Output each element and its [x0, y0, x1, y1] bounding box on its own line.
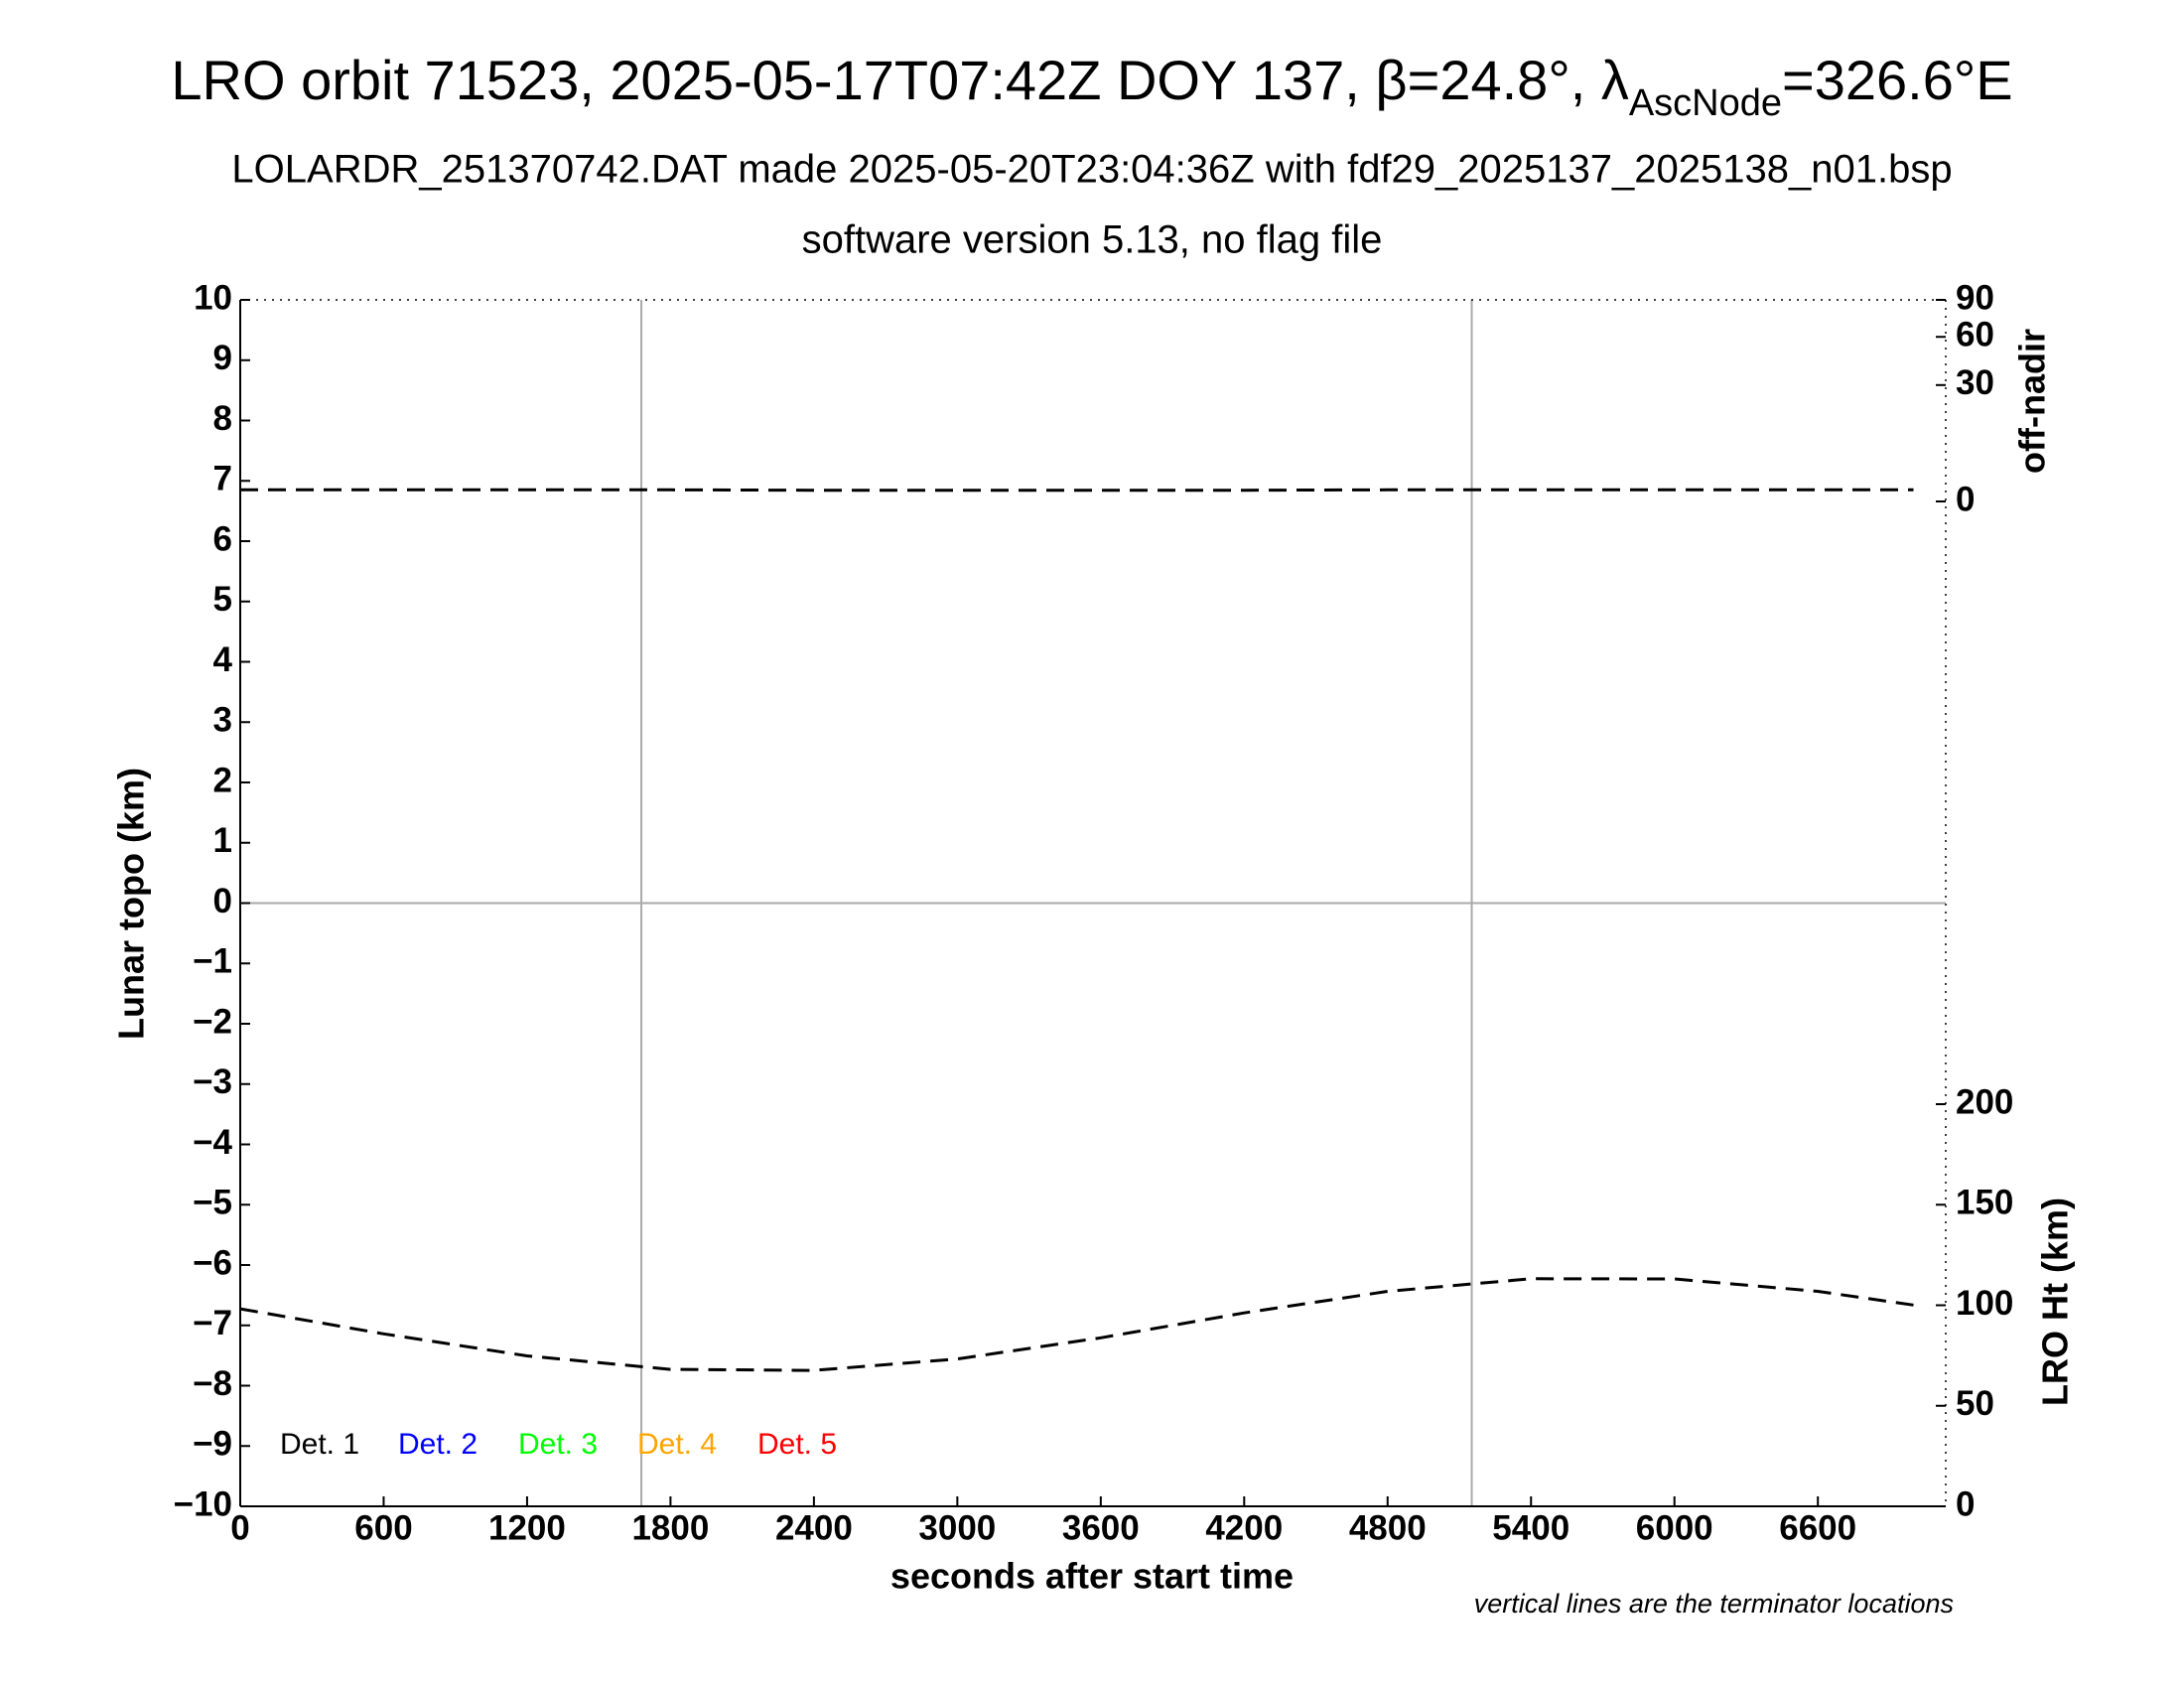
y-tick-label: −8	[193, 1364, 232, 1403]
x-tick-label: 600	[354, 1508, 412, 1547]
y-tick-label: −4	[193, 1123, 232, 1162]
x-tick-label: 2400	[775, 1508, 853, 1547]
y-tick-label: −6	[193, 1243, 232, 1282]
y-tick-label: 3	[213, 701, 232, 740]
x-tick-label: 5400	[1492, 1508, 1570, 1547]
x-tick-label: 4800	[1349, 1508, 1427, 1547]
y3-tick-label: 90	[1956, 278, 1994, 317]
x-tick-label: 6600	[1779, 1508, 1856, 1547]
x-tick-label: 4200	[1205, 1508, 1283, 1547]
subtitle: LOLARDR_251370742.DAT made 2025-05-20T23…	[231, 148, 1952, 192]
y-tick-label: 7	[213, 460, 232, 498]
y-tick-label: 8	[213, 399, 232, 438]
y-tick-label: −7	[193, 1304, 232, 1342]
legend-entry: Det. 5	[757, 1428, 837, 1461]
x-tick-label: 6000	[1636, 1508, 1713, 1547]
x-tick-label: 1800	[631, 1508, 709, 1547]
y-tick-label: 0	[213, 882, 232, 920]
y-tick-label: −5	[193, 1184, 232, 1222]
legend-entry: Det. 3	[518, 1428, 598, 1461]
legend-entry: Det. 1	[280, 1428, 359, 1461]
y2-axis-label: LRO Ht (km)	[2035, 1198, 2076, 1406]
y-tick-label: 5	[213, 580, 232, 619]
title-end: =326.6°E	[1782, 49, 2013, 111]
legend-entry: Det. 4	[637, 1428, 717, 1461]
y3-tick-label: 0	[1956, 480, 1975, 518]
y2-tick-label: 200	[1956, 1082, 2013, 1121]
x-tick-label: 1200	[488, 1508, 566, 1547]
subtitle2: software version 5.13, no flag file	[802, 218, 1383, 262]
y-tick-label: −9	[193, 1425, 232, 1464]
y-tick-label: −1	[193, 942, 232, 981]
title-main: LRO orbit 71523, 2025-05-17T07:42Z DOY 1…	[171, 49, 1628, 111]
y-tick-label: 1	[213, 821, 232, 860]
y3-axis-label: off-nadir	[2012, 329, 2053, 474]
x-tick-label: 3600	[1062, 1508, 1140, 1547]
y2-tick-label: 150	[1956, 1184, 2013, 1222]
title-sub: AscNode	[1629, 82, 1782, 124]
y-tick-label: −3	[193, 1062, 232, 1101]
y-axis-label: Lunar topo (km)	[111, 768, 152, 1040]
y-tick-label: −2	[193, 1002, 232, 1041]
y3-tick-label: 30	[1956, 363, 1994, 402]
y-tick-label: 2	[213, 761, 232, 799]
y2-tick-label: 50	[1956, 1384, 1994, 1423]
y-tick-label: 9	[213, 339, 232, 377]
y-tick-label: 6	[213, 519, 232, 558]
chart-title: LRO orbit 71523, 2025-05-17T07:42Z DOY 1…	[171, 49, 2012, 124]
x-tick-label: 0	[230, 1508, 249, 1547]
y-tick-label: 4	[213, 640, 233, 679]
x-axis-label: seconds after start time	[890, 1556, 1294, 1597]
y2-tick-label: 100	[1956, 1284, 2013, 1323]
note: vertical lines are the terminator locati…	[1474, 1589, 1954, 1619]
x-tick-label: 3000	[918, 1508, 996, 1547]
legend-entry: Det. 2	[398, 1428, 478, 1461]
y2-tick-label: 0	[1956, 1484, 1975, 1523]
y-tick-label: −10	[174, 1484, 232, 1523]
y-tick-label: 10	[194, 278, 232, 317]
y3-tick-label: 60	[1956, 316, 1994, 354]
series-line	[240, 1279, 1914, 1370]
